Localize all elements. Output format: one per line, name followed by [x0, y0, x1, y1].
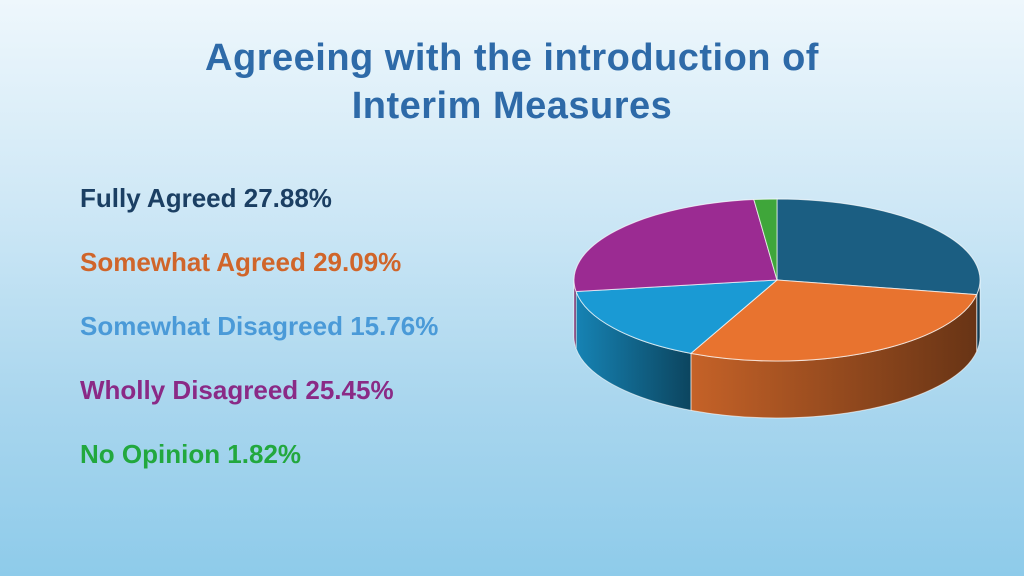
legend-item-no-opinion: No Opinion 1.82%: [80, 439, 302, 469]
legend-item-somewhat-disagreed: Somewhat Disagreed 15.76%: [80, 311, 439, 341]
pie-slice-fully-agreed: [776, 198, 981, 296]
page-title: Agreeing with the introduction of Interi…: [0, 34, 1024, 130]
legend-item-wholly-disagreed: Wholly Disagreed 25.45%: [80, 375, 394, 405]
pie-slice-somewhat-disagreed: [575, 279, 779, 354]
pie-slice-wholly-disagreed: [573, 199, 778, 293]
pie-slice-somewhat-agreed: [689, 279, 978, 362]
title-line-2: Interim Measures: [351, 85, 673, 127]
pie-chart: [573, 198, 981, 419]
chart-legend: Fully Agreed 27.88% Somewhat Agreed 29.0…: [80, 178, 438, 498]
pie-slice-no-opinion: [753, 198, 778, 281]
legend-item-somewhat-agreed: Somewhat Agreed 29.09%: [80, 247, 402, 277]
title-line-1: Agreeing with the introduction of: [205, 37, 819, 79]
legend-item-fully-agreed: Fully Agreed 27.88%: [80, 183, 332, 213]
